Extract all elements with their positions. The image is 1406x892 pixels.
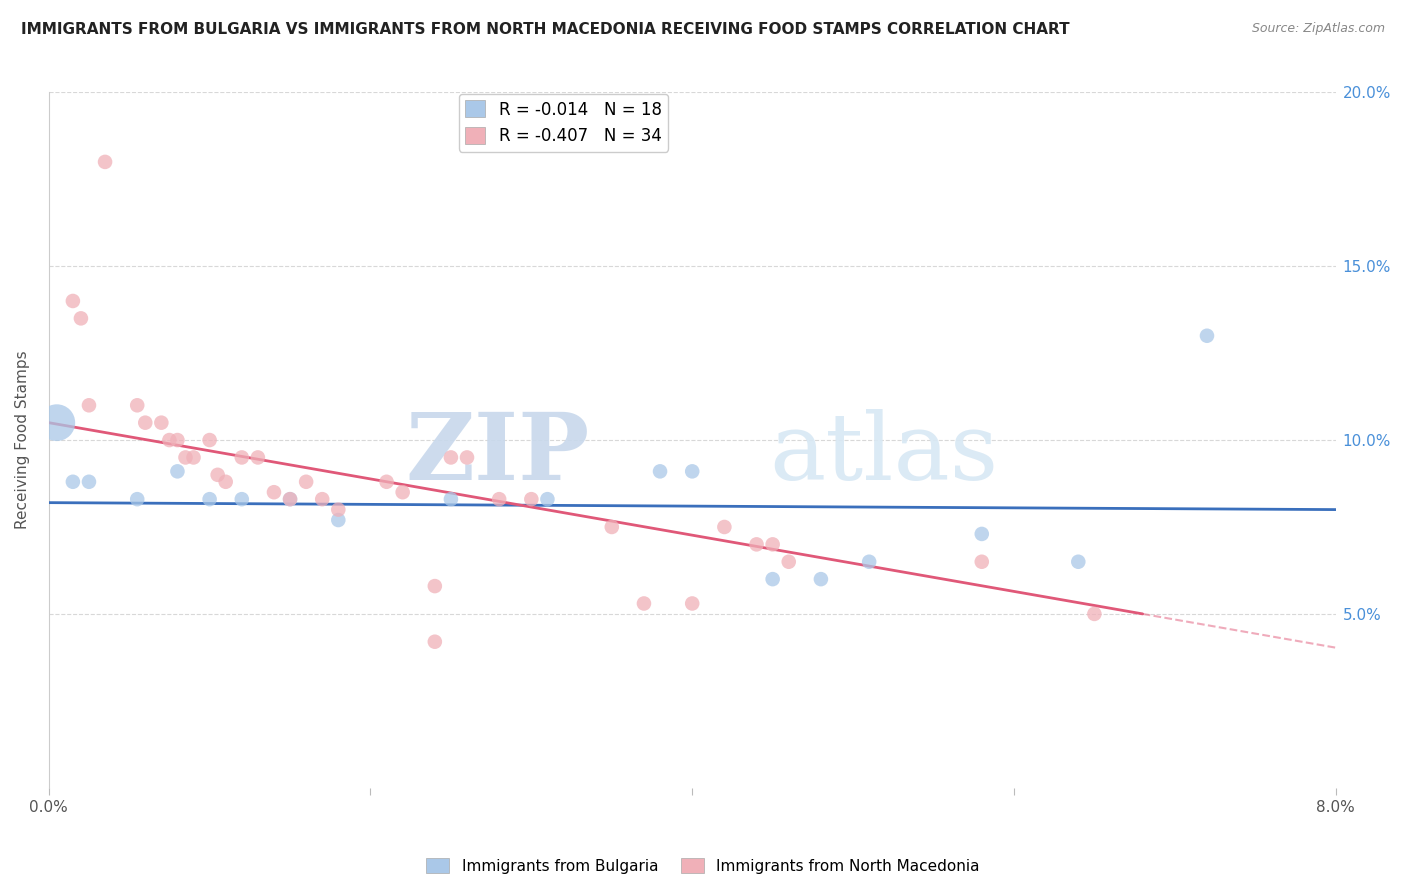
Point xyxy=(1067,555,1090,569)
Point xyxy=(778,555,800,569)
Point xyxy=(174,450,197,465)
Point xyxy=(150,416,173,430)
Point xyxy=(263,485,285,500)
Point xyxy=(45,416,67,430)
Point xyxy=(970,527,993,541)
Point xyxy=(207,467,229,482)
Point xyxy=(62,293,84,308)
Point xyxy=(77,398,100,412)
Text: Source: ZipAtlas.com: Source: ZipAtlas.com xyxy=(1251,22,1385,36)
Point xyxy=(246,450,269,465)
Point xyxy=(681,464,703,478)
Point xyxy=(745,537,768,551)
Point xyxy=(1083,607,1105,621)
Point xyxy=(536,492,558,507)
Point xyxy=(166,464,188,478)
Point xyxy=(762,572,785,586)
Point xyxy=(375,475,398,489)
Point xyxy=(440,492,463,507)
Point xyxy=(231,492,253,507)
Point xyxy=(94,155,117,169)
Legend: Immigrants from Bulgaria, Immigrants from North Macedonia: Immigrants from Bulgaria, Immigrants fro… xyxy=(420,852,986,880)
Point xyxy=(600,520,623,534)
Point xyxy=(127,398,149,412)
Point xyxy=(198,433,221,447)
Point xyxy=(166,433,188,447)
Point xyxy=(278,492,301,507)
Point xyxy=(183,450,205,465)
Text: ZIP: ZIP xyxy=(405,409,589,499)
Point xyxy=(134,416,156,430)
Point xyxy=(311,492,333,507)
Point xyxy=(1195,328,1218,343)
Text: IMMIGRANTS FROM BULGARIA VS IMMIGRANTS FROM NORTH MACEDONIA RECEIVING FOOD STAMP: IMMIGRANTS FROM BULGARIA VS IMMIGRANTS F… xyxy=(21,22,1070,37)
Point xyxy=(648,464,671,478)
Point xyxy=(456,450,478,465)
Point xyxy=(520,492,543,507)
Point xyxy=(328,502,350,516)
Text: atlas: atlas xyxy=(769,409,998,499)
Point xyxy=(681,597,703,611)
Point xyxy=(440,450,463,465)
Point xyxy=(423,579,446,593)
Point xyxy=(70,311,93,326)
Point xyxy=(391,485,413,500)
Point xyxy=(231,450,253,465)
Point xyxy=(278,492,301,507)
Point xyxy=(157,433,180,447)
Point xyxy=(328,513,350,527)
Point xyxy=(713,520,735,534)
Point xyxy=(488,492,510,507)
Point xyxy=(762,537,785,551)
Point xyxy=(198,492,221,507)
Point xyxy=(127,492,149,507)
Point xyxy=(62,475,84,489)
Point xyxy=(970,555,993,569)
Point xyxy=(295,475,318,489)
Y-axis label: Receiving Food Stamps: Receiving Food Stamps xyxy=(15,351,30,529)
Point xyxy=(858,555,880,569)
Point xyxy=(633,597,655,611)
Point xyxy=(810,572,832,586)
Legend: R = -0.014   N = 18, R = -0.407   N = 34: R = -0.014 N = 18, R = -0.407 N = 34 xyxy=(458,94,668,152)
Point xyxy=(215,475,238,489)
Point xyxy=(77,475,100,489)
Point xyxy=(423,634,446,648)
